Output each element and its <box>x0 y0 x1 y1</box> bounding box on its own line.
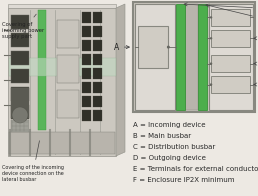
Bar <box>93 40 102 51</box>
Bar <box>185 4 198 110</box>
Text: F = Enclosure IP2X minimum: F = Enclosure IP2X minimum <box>133 177 235 183</box>
Text: D = Outgoing device: D = Outgoing device <box>133 155 206 161</box>
Circle shape <box>167 46 170 49</box>
Bar <box>57 55 79 83</box>
Bar <box>82 82 91 93</box>
Bar <box>8 8 116 156</box>
Bar <box>198 4 207 110</box>
Bar <box>82 96 91 107</box>
Text: C = Distribution busbar: C = Distribution busbar <box>133 144 215 150</box>
Bar <box>176 4 185 110</box>
Bar <box>57 90 79 118</box>
Bar <box>9 58 116 76</box>
Bar <box>82 68 91 79</box>
Circle shape <box>210 62 212 65</box>
Bar <box>93 12 102 23</box>
Text: A = Incoming device: A = Incoming device <box>133 122 206 128</box>
Bar <box>211 55 250 72</box>
Bar <box>138 26 168 68</box>
Bar <box>211 76 250 93</box>
Bar <box>11 105 29 119</box>
Circle shape <box>210 16 212 19</box>
Bar <box>38 10 46 130</box>
Bar <box>82 12 91 23</box>
Bar <box>11 51 29 65</box>
Bar <box>11 120 29 132</box>
Text: Covering of the incoming
device connection on the
lateral busbar: Covering of the incoming device connecti… <box>2 141 64 182</box>
Circle shape <box>210 37 212 40</box>
Bar <box>11 88 29 118</box>
Bar <box>211 9 250 26</box>
Bar <box>93 54 102 65</box>
Circle shape <box>210 83 212 86</box>
Text: F: F <box>254 80 258 89</box>
Bar <box>133 2 255 112</box>
Polygon shape <box>116 4 125 156</box>
Text: E = Terminals for external conductors: E = Terminals for external conductors <box>133 166 258 172</box>
Bar <box>211 30 250 47</box>
Bar <box>11 33 29 47</box>
Text: B: B <box>184 3 258 13</box>
Text: D: D <box>254 34 258 43</box>
Bar <box>11 15 29 29</box>
Circle shape <box>12 107 28 123</box>
Polygon shape <box>8 4 116 8</box>
Bar <box>209 4 253 110</box>
Bar <box>82 110 91 121</box>
Bar <box>93 110 102 121</box>
Bar <box>93 96 102 107</box>
Bar <box>11 69 29 83</box>
Text: E: E <box>254 59 258 68</box>
Bar <box>82 26 91 37</box>
Bar <box>9 132 115 154</box>
Text: C: C <box>206 4 258 23</box>
Bar <box>11 87 29 101</box>
Text: A: A <box>114 43 129 52</box>
Bar <box>93 26 102 37</box>
Bar <box>135 4 175 110</box>
Bar <box>82 40 91 51</box>
Text: Covering of
incoming power
supply part: Covering of incoming power supply part <box>2 14 44 39</box>
Bar <box>57 20 79 48</box>
Bar <box>82 54 91 65</box>
Bar <box>93 68 102 79</box>
Text: B = Main busbar: B = Main busbar <box>133 133 191 139</box>
Bar <box>93 82 102 93</box>
